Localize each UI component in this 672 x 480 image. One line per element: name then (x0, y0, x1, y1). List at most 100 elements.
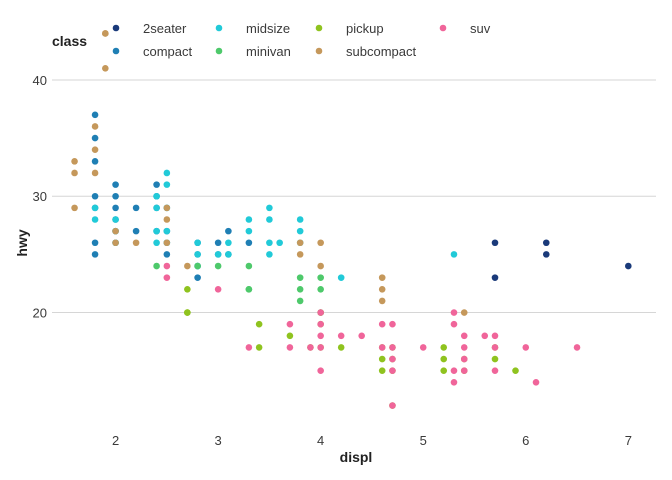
point-compact (225, 227, 232, 235)
y-axis-title: hwy (14, 229, 30, 256)
point-suv (286, 344, 294, 351)
point-subcompact (296, 251, 304, 258)
point-suv (286, 320, 294, 328)
point-compact (214, 239, 222, 247)
x-tick-label: 3 (215, 433, 222, 448)
point-subcompact (102, 65, 109, 72)
legend-key-pickup (315, 24, 323, 32)
point-suv (245, 344, 253, 351)
point-suv (378, 344, 386, 351)
point-midsize (225, 251, 232, 258)
legend-label-subcompact: subcompact (346, 44, 416, 59)
point-midsize (276, 239, 283, 247)
point-compact (153, 181, 160, 188)
legend-label-minivan: minivan (246, 44, 291, 59)
point-pickup (440, 367, 448, 374)
point-compact (112, 181, 119, 188)
point-compact (91, 251, 99, 258)
point-pickup (378, 367, 386, 374)
point-compact (194, 274, 201, 281)
point-suv (491, 367, 499, 374)
legend-label-midsize: midsize (246, 21, 290, 36)
point-subcompact (112, 239, 119, 247)
point-minivan (296, 274, 304, 281)
x-tick-label: 2 (112, 433, 119, 448)
point-suv (358, 332, 365, 340)
point-suv (317, 309, 324, 316)
point-pickup (255, 320, 263, 328)
point-subcompact (91, 123, 99, 130)
point-pickup (491, 355, 499, 363)
point-midsize (153, 239, 160, 247)
point-midsize (153, 192, 160, 200)
point-subcompact (296, 239, 304, 247)
point-suv (389, 344, 396, 351)
legend-label-2seater: 2seater (143, 21, 187, 36)
point-suv (389, 367, 396, 374)
point-subcompact (317, 262, 324, 270)
legend: class 2seater compact midsize minivan pickup… (52, 21, 491, 59)
legend-title: class (52, 33, 87, 49)
x-tick-label: 5 (420, 433, 427, 448)
point-suv (532, 379, 540, 386)
point-minivan (296, 285, 304, 293)
point-minivan (214, 262, 222, 270)
point-pickup (440, 355, 448, 363)
point-pickup (255, 344, 263, 351)
point-midsize (266, 251, 273, 258)
point-minivan (296, 297, 304, 305)
point-suv (481, 332, 489, 340)
point-minivan (317, 285, 324, 293)
point-suv (163, 274, 171, 281)
x-tick-label: 7 (625, 433, 632, 448)
point-subcompact (163, 204, 171, 212)
point-subcompact (317, 239, 324, 247)
point-midsize (296, 216, 304, 223)
point-midsize (153, 227, 160, 235)
point-subcompact (163, 239, 171, 247)
point-compact (91, 192, 99, 200)
legend-key-2seater (112, 24, 120, 32)
point-suv (307, 344, 314, 351)
x-axis-title: displ (340, 449, 373, 465)
point-pickup (378, 355, 386, 363)
point-subcompact (71, 169, 78, 177)
point-compact (91, 239, 99, 247)
point-subcompact (102, 30, 109, 37)
point-subcompact (378, 274, 386, 281)
point-subcompact (132, 239, 140, 247)
point-compact (91, 111, 99, 119)
point-compact (112, 192, 119, 200)
point-suv (419, 344, 427, 351)
point-midsize (194, 251, 201, 258)
point-minivan (245, 262, 253, 270)
legend-key-subcompact (315, 47, 323, 55)
point-suv (337, 332, 345, 340)
point-suv (460, 367, 468, 374)
point-midsize (296, 227, 304, 235)
point-suv (522, 344, 530, 351)
point-midsize (225, 239, 232, 247)
point-suv (573, 344, 581, 351)
legend-key-midsize (215, 24, 223, 32)
legend-key-minivan (215, 47, 223, 55)
x-axis-ticks: 2 3 4 5 6 7 (112, 433, 632, 448)
x-tick-label: 4 (317, 433, 324, 448)
point-midsize (266, 204, 273, 212)
point-pickup (184, 285, 191, 293)
point-midsize (163, 169, 171, 177)
point-suv (317, 367, 324, 374)
point-subcompact (91, 169, 99, 177)
point-suv (317, 344, 324, 351)
y-tick-label: 30 (33, 189, 47, 204)
point-minivan (194, 262, 201, 270)
point-midsize (91, 204, 99, 212)
point-compact (91, 134, 99, 142)
point-2seater (625, 262, 632, 270)
point-subcompact (71, 204, 78, 212)
legend-label-compact: compact (143, 44, 193, 59)
point-suv (163, 262, 171, 270)
legend-key-compact (112, 47, 120, 55)
point-minivan (245, 285, 253, 293)
